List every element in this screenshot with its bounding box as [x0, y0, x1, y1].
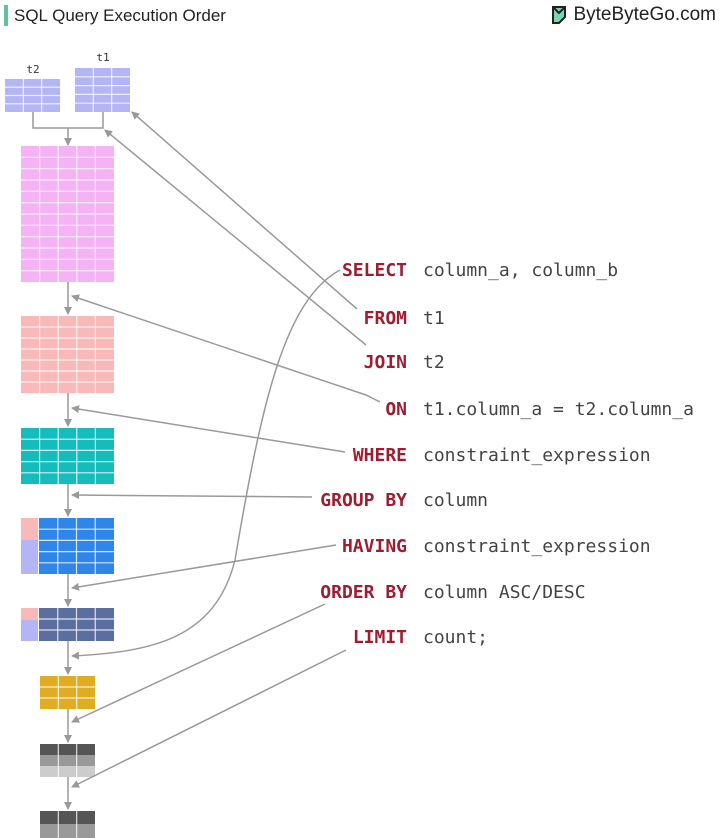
sql-value: constraint_expression [423, 536, 651, 557]
sql-keyword: FROM [364, 308, 408, 329]
join-arrow [104, 129, 367, 346]
query-clause-order-by: ORDER BY column ASC/DESC [320, 582, 585, 603]
query-clause-on: ON t1.column_a = t2.column_a [385, 399, 694, 420]
t1-label: t1 [96, 51, 109, 64]
query-clause-group-by: GROUP BY column [320, 490, 488, 511]
sql-value: column ASC/DESC [423, 582, 586, 603]
sql-value: constraint_expression [423, 445, 651, 466]
t2-label: t2 [26, 63, 39, 76]
query-clause-select: SELECT column_a, column_b [342, 260, 618, 281]
sql-value: t1 [423, 308, 445, 329]
table-order-row1 [40, 744, 95, 755]
sql-keyword: SELECT [342, 260, 407, 281]
where-arrow [71, 405, 346, 453]
sql-keyword: GROUP BY [320, 490, 407, 511]
table-limit-row1 [40, 811, 95, 824]
sql-value: t1.column_a = t2.column_a [423, 399, 694, 420]
table-t2 [5, 79, 60, 112]
table-having-key-b [21, 620, 38, 641]
table-where [21, 428, 114, 484]
brand-name: ByteByteGo.com [573, 4, 716, 25]
sql-keyword: LIMIT [353, 627, 407, 648]
sql-value: count; [423, 627, 488, 648]
query-clause-join: JOIN t2 [364, 352, 445, 373]
table-grouped [39, 518, 114, 574]
sql-keyword: HAVING [342, 536, 407, 557]
query-clause-having: HAVING constraint_expression [342, 536, 651, 557]
query-clause-from: FROM t1 [364, 308, 445, 329]
table-on-filtered [21, 316, 114, 393]
table-joined [21, 146, 114, 282]
table-group-key-b [21, 540, 38, 574]
sql-keyword: ORDER BY [320, 582, 407, 603]
table-having-key-a [21, 608, 38, 620]
group-by-arrow [71, 491, 313, 500]
having-arrow [71, 544, 337, 591]
join-connector [32, 112, 104, 129]
sql-value: column_a, column_b [423, 260, 618, 281]
table-having [39, 608, 114, 641]
table-select [40, 676, 95, 709]
query-clause-where: WHERE constraint_expression [353, 445, 651, 466]
sql-value: t2 [423, 352, 445, 373]
table-order-row3 [40, 766, 95, 777]
brand-logo: ByteByteGo.com [550, 4, 716, 26]
on-arrow [71, 294, 381, 403]
sql-value: column [423, 490, 488, 511]
sql-keyword: WHERE [353, 445, 407, 466]
table-order-row2 [40, 755, 95, 766]
select-arrow [71, 269, 341, 660]
title-accent-bar [4, 5, 8, 26]
query-clause-limit: LIMIT count; [353, 627, 488, 648]
from-arrow [131, 111, 358, 310]
table-group-key-a [21, 518, 38, 540]
limit-arrow [71, 649, 347, 788]
sql-keyword: JOIN [364, 352, 407, 373]
table-t1 [75, 68, 130, 112]
order-by-arrow [71, 603, 326, 723]
page-title: SQL Query Execution Order [14, 6, 226, 25]
table-limit-row2 [40, 824, 95, 838]
sql-keyword: ON [385, 399, 407, 420]
bytebytego-logo-icon [552, 6, 567, 24]
